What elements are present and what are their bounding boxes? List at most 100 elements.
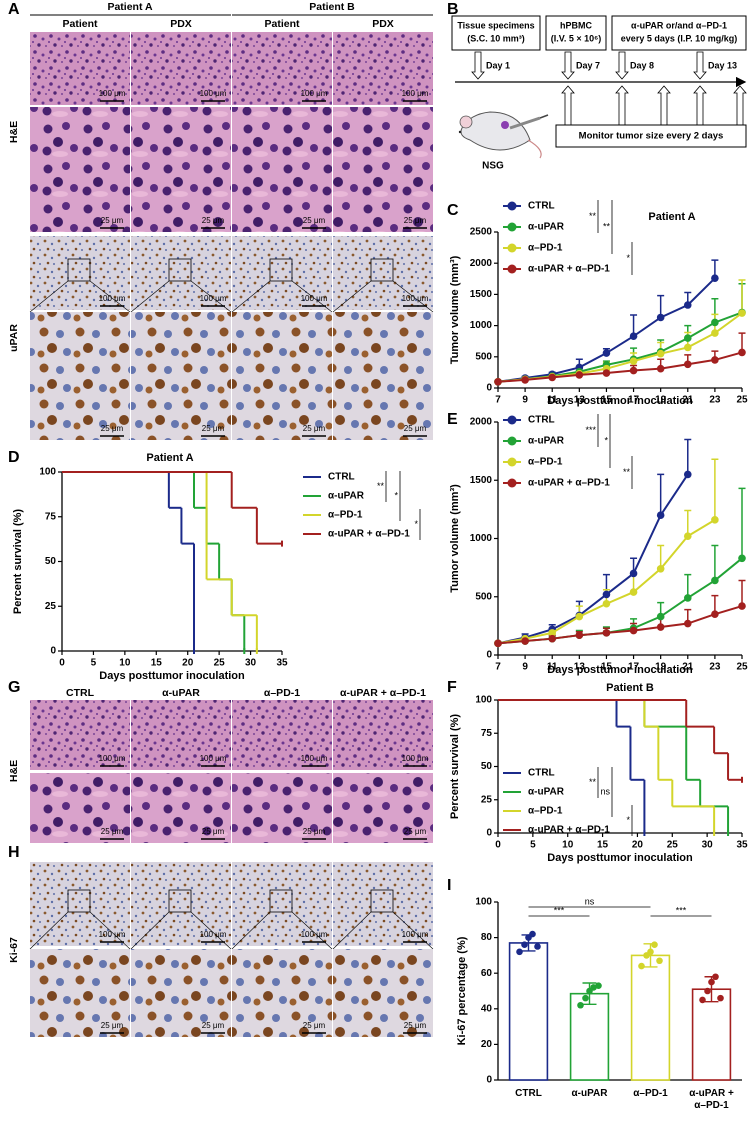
inset-box xyxy=(269,889,293,913)
legend-marker xyxy=(507,201,517,211)
legend-label: α–PD-1 xyxy=(528,457,563,468)
inset-connector xyxy=(291,280,333,313)
y-tick-label: 60 xyxy=(481,968,493,979)
flow-arrow xyxy=(733,85,747,126)
protocol-text: hPBMC xyxy=(560,20,592,30)
scale-bar-label: 100 μm xyxy=(301,930,328,939)
y-axis-label: Percent survival (%) xyxy=(449,714,461,819)
data-point xyxy=(638,962,645,970)
y-tick-label: 1000 xyxy=(470,533,493,544)
x-tick-label: 9 xyxy=(522,662,528,673)
x-tick-label: 7 xyxy=(495,662,501,673)
data-point xyxy=(602,590,611,599)
x-tick-label: 25 xyxy=(667,840,679,851)
inset-box xyxy=(67,258,91,282)
panel-letter: F xyxy=(447,679,457,696)
row-label: H&E xyxy=(8,760,20,782)
x-tick-label: 20 xyxy=(632,840,644,851)
data-point xyxy=(683,532,692,540)
significance-label: ** xyxy=(589,211,597,221)
y-tick-label: 1500 xyxy=(470,289,493,300)
inset-connector xyxy=(130,280,170,313)
scale-bar-label: 25 μm xyxy=(303,1021,326,1030)
row-label: Ki-67 xyxy=(8,937,20,963)
data-point xyxy=(521,941,528,949)
data-point xyxy=(516,948,523,956)
x-tick-label: 10 xyxy=(562,840,574,851)
scale-bar-label: 100 μm xyxy=(402,89,429,98)
inset-connector xyxy=(190,280,232,313)
y-tick-label: 50 xyxy=(481,761,493,772)
legend-label: α-uPAR + α–PD-1 xyxy=(528,478,610,489)
x-tick-label: 13 xyxy=(574,395,586,406)
error-bar xyxy=(684,573,692,598)
significance-label: * xyxy=(604,435,608,445)
data-point xyxy=(656,623,665,631)
micrograph xyxy=(232,949,332,1037)
x-tick-label: 15 xyxy=(151,658,163,669)
chart-title: Patient A xyxy=(146,452,193,464)
data-point xyxy=(711,329,719,337)
legend-label: CTRL xyxy=(528,768,555,779)
micrograph xyxy=(30,312,130,440)
micrograph xyxy=(333,236,433,310)
data-point xyxy=(656,564,665,573)
x-tick-label: 17 xyxy=(628,662,640,673)
legend-marker xyxy=(507,415,517,425)
scale-bar-label: 25 μm xyxy=(202,1021,225,1030)
x-tick-label: 25 xyxy=(736,395,748,406)
error-bar xyxy=(711,458,719,520)
data-point xyxy=(548,373,557,382)
scale-bar-label: 100 μm xyxy=(301,754,328,763)
x-tick-label: 5 xyxy=(530,840,536,851)
y-tick-label: 2000 xyxy=(470,417,493,428)
legend-marker xyxy=(507,478,517,488)
scale-bar-label: 100 μm xyxy=(402,294,429,303)
flow-arrow xyxy=(657,85,671,126)
x-axis-label: Days posttumor inoculation xyxy=(99,670,245,682)
monitor-box xyxy=(555,124,747,148)
scale-bar-label: 25 μm xyxy=(101,216,124,225)
scale-bar-label: 25 μm xyxy=(101,424,124,433)
data-point xyxy=(683,470,692,479)
data-point xyxy=(683,301,692,309)
y-tick-label: 500 xyxy=(475,351,492,362)
day-label: Day 13 xyxy=(708,60,737,70)
inset-connector xyxy=(190,911,232,950)
data-point xyxy=(548,629,557,637)
protocol-box xyxy=(545,15,607,51)
column-header: Patient xyxy=(62,18,98,30)
monitor-text: Monitor tumor size every 2 days xyxy=(579,131,724,142)
y-tick-label: 1500 xyxy=(470,475,493,486)
data-point xyxy=(656,349,665,358)
x-tick-label: 30 xyxy=(702,840,714,851)
y-tick-label: 50 xyxy=(45,556,57,567)
micrograph xyxy=(232,32,332,105)
significance-label: ns xyxy=(585,896,595,906)
chart-title: Patient A xyxy=(648,211,695,223)
significance-label: ** xyxy=(623,467,631,477)
x-tick-label: 7 xyxy=(495,395,501,406)
inset-box xyxy=(168,889,192,913)
x-tick-label: 15 xyxy=(601,395,613,406)
x-tick-label: 35 xyxy=(276,658,288,669)
data-point xyxy=(711,356,719,364)
micrograph xyxy=(30,949,130,1037)
data-point xyxy=(683,334,692,342)
significance-label: * xyxy=(626,253,630,263)
y-tick-label: 0 xyxy=(486,650,492,661)
significance-label: * xyxy=(626,815,630,825)
protocol-text: every 5 days (I.P. 10 mg/kg) xyxy=(621,33,737,43)
error-bar xyxy=(738,487,746,559)
protocol-box xyxy=(451,15,541,51)
scale-bar-label: 100 μm xyxy=(200,294,227,303)
inset-connector xyxy=(231,911,271,950)
scale-bar-label: 100 μm xyxy=(99,294,126,303)
y-tick-label: 2500 xyxy=(470,227,493,238)
y-tick-label: 75 xyxy=(45,511,57,522)
micrograph xyxy=(30,236,130,310)
error-bar xyxy=(684,438,692,475)
error-bar xyxy=(738,579,746,607)
data-point xyxy=(656,612,665,621)
